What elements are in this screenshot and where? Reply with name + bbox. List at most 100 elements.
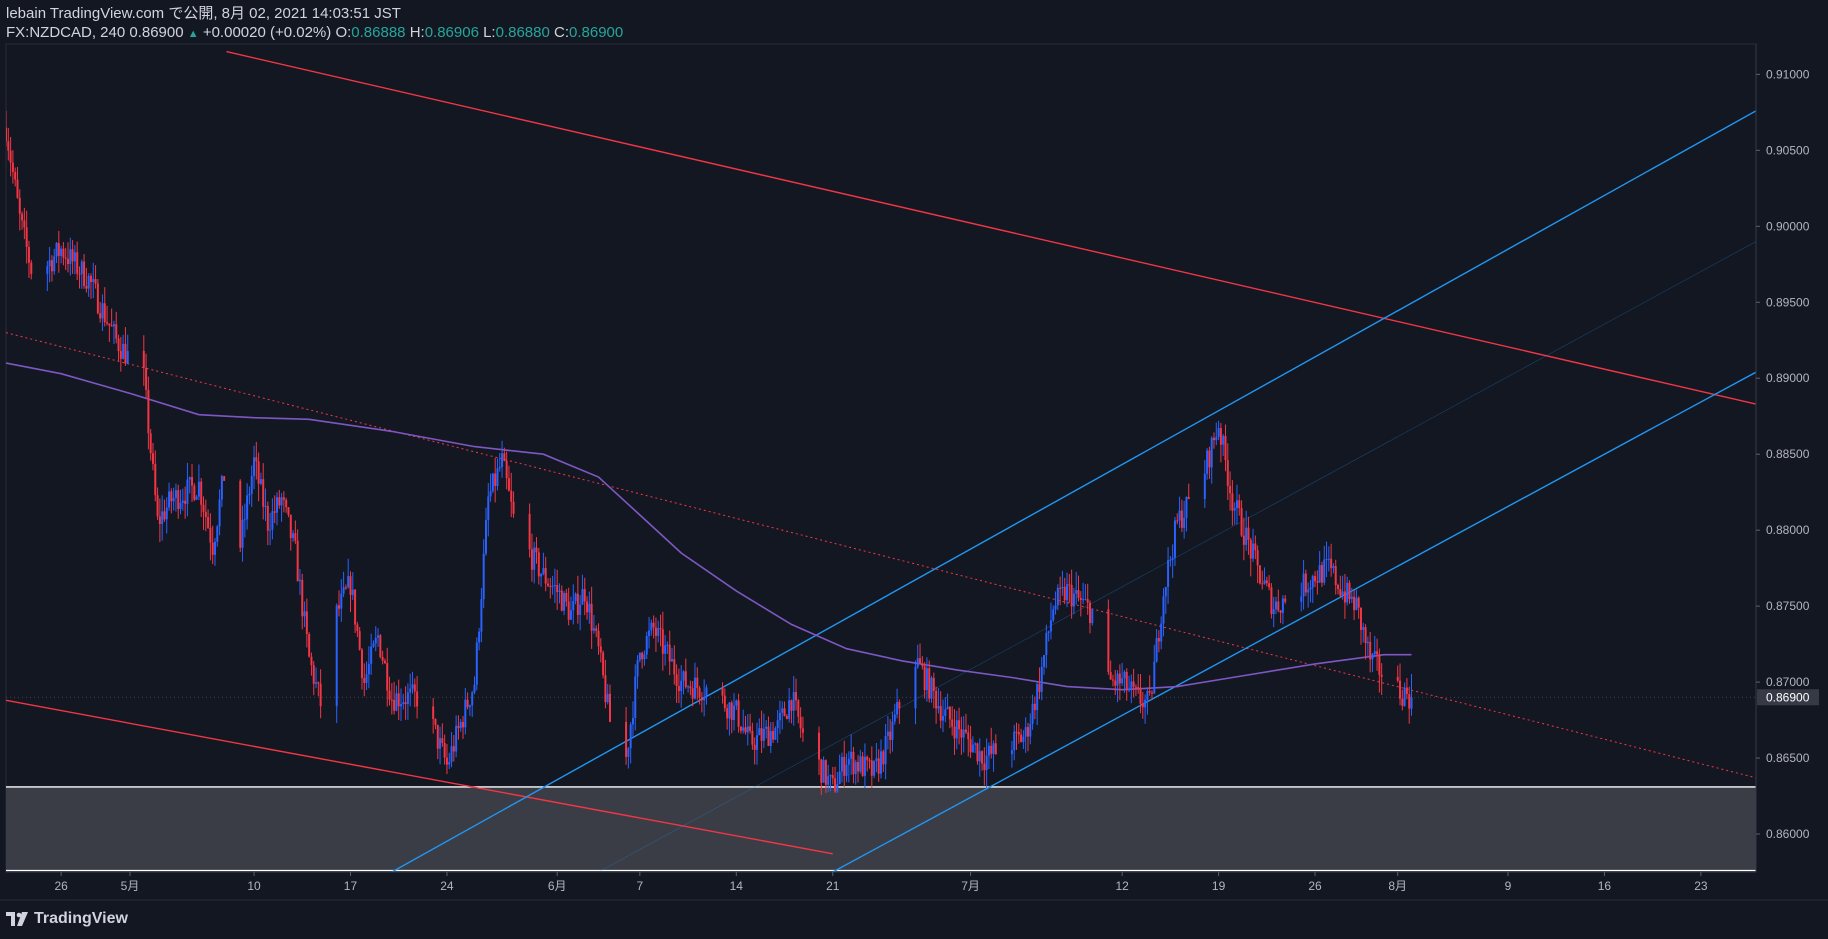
candle bbox=[1355, 589, 1358, 611]
candle bbox=[882, 749, 885, 773]
candle bbox=[1401, 689, 1404, 711]
candle bbox=[609, 684, 612, 723]
candle bbox=[266, 501, 269, 546]
candle bbox=[976, 742, 979, 765]
time-tick-label: 14 bbox=[730, 879, 744, 893]
blue-channel-upper[interactable] bbox=[391, 110, 1756, 872]
candle bbox=[530, 533, 533, 582]
candle bbox=[703, 679, 706, 717]
candle bbox=[374, 626, 377, 652]
candle bbox=[834, 766, 837, 794]
candle bbox=[505, 451, 508, 490]
candle bbox=[886, 716, 889, 750]
open-value: 0.86888 bbox=[351, 24, 406, 41]
candle bbox=[122, 334, 125, 360]
candle bbox=[847, 751, 850, 783]
candle bbox=[301, 573, 304, 630]
candle bbox=[1249, 537, 1252, 577]
blue-channel-mid[interactable] bbox=[598, 241, 1756, 872]
candle bbox=[723, 688, 726, 712]
candle bbox=[406, 683, 409, 720]
candle bbox=[1072, 587, 1075, 615]
candle bbox=[893, 703, 896, 725]
candle bbox=[344, 584, 347, 590]
candle bbox=[1107, 599, 1110, 675]
candle bbox=[246, 483, 249, 530]
candle bbox=[1183, 500, 1186, 539]
candle bbox=[1146, 687, 1149, 715]
time-tick-label: 16 bbox=[1598, 879, 1612, 893]
candle bbox=[507, 465, 510, 492]
candle bbox=[967, 724, 970, 757]
candle bbox=[1304, 569, 1307, 597]
candle bbox=[1116, 670, 1119, 703]
red-channel-upper[interactable] bbox=[226, 50, 1756, 405]
candle bbox=[1224, 424, 1227, 472]
candle bbox=[218, 489, 221, 536]
candle bbox=[1339, 575, 1342, 599]
candle bbox=[1061, 570, 1064, 596]
candle bbox=[1153, 644, 1156, 695]
candle bbox=[1024, 717, 1027, 753]
candle bbox=[1341, 575, 1344, 600]
candle bbox=[363, 663, 366, 697]
candle bbox=[1343, 574, 1346, 619]
candle bbox=[857, 754, 860, 783]
candle bbox=[1369, 631, 1372, 673]
candle bbox=[147, 376, 150, 450]
moving-average-line[interactable] bbox=[6, 362, 1412, 691]
candle bbox=[751, 722, 754, 750]
candle bbox=[746, 714, 749, 746]
candle bbox=[1013, 724, 1016, 761]
candle bbox=[937, 688, 940, 714]
candle bbox=[292, 530, 295, 542]
candle bbox=[416, 676, 419, 719]
candle bbox=[981, 750, 984, 771]
candle bbox=[836, 771, 839, 793]
candle bbox=[96, 279, 99, 315]
candle bbox=[1330, 543, 1333, 577]
candle bbox=[1066, 572, 1069, 608]
red-dotted-trend[interactable] bbox=[6, 332, 1756, 779]
candle bbox=[1219, 423, 1222, 463]
candle bbox=[659, 614, 662, 647]
candle bbox=[1410, 673, 1413, 716]
price-tick-label: 0.87500 bbox=[1766, 599, 1810, 613]
candle bbox=[992, 740, 995, 772]
candle bbox=[572, 584, 575, 625]
candle bbox=[370, 633, 373, 675]
candle bbox=[271, 498, 274, 540]
candle bbox=[755, 722, 758, 765]
candle bbox=[1325, 541, 1328, 578]
red-channel-lower[interactable] bbox=[6, 699, 833, 855]
candles bbox=[6, 110, 1413, 795]
candle bbox=[117, 334, 120, 362]
candle bbox=[850, 734, 853, 775]
time-tick-label: 21 bbox=[826, 879, 840, 893]
candle bbox=[730, 700, 733, 734]
blue-channel-lower[interactable] bbox=[832, 371, 1756, 872]
candle bbox=[1167, 547, 1170, 604]
current-price-badge bbox=[1757, 689, 1819, 706]
time-tick-label: 5月 bbox=[121, 879, 140, 893]
candle bbox=[200, 478, 203, 518]
candle bbox=[1141, 691, 1144, 719]
candle bbox=[87, 273, 90, 297]
candle bbox=[1235, 484, 1238, 525]
candle bbox=[388, 676, 391, 706]
candle bbox=[23, 207, 26, 240]
candle bbox=[990, 727, 993, 759]
candle bbox=[484, 507, 487, 556]
candle bbox=[769, 722, 772, 754]
candle bbox=[767, 716, 770, 747]
candle bbox=[60, 245, 63, 264]
candle bbox=[349, 571, 352, 613]
candle bbox=[21, 211, 24, 230]
price-tick-label: 0.87000 bbox=[1766, 675, 1810, 689]
candle bbox=[83, 254, 86, 289]
candle bbox=[1314, 571, 1317, 588]
candle bbox=[533, 541, 536, 584]
candle bbox=[273, 495, 276, 524]
candle bbox=[1240, 500, 1243, 538]
